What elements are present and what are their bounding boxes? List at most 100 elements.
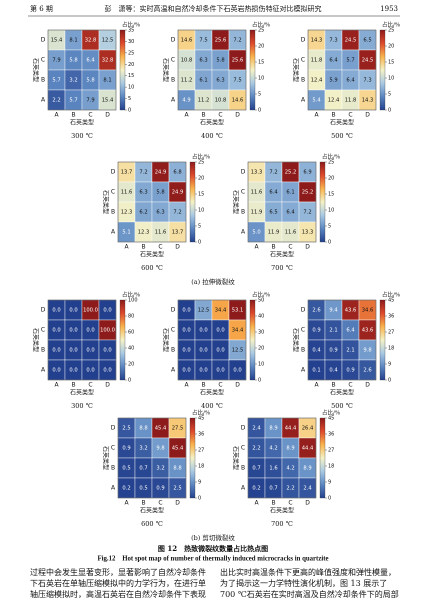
colorbar-tick-label: 0 [258,108,261,114]
y-tick-label: B [301,77,305,84]
temperature-label: 500 ℃ [331,132,353,140]
temperature-label: 600 ℃ [141,520,163,528]
cell-label: 25.2 [302,190,314,196]
colorbar-tick-label: 20 [128,362,134,368]
cell-label: 12.3 [138,230,150,236]
colorbar-tick-label: 5 [388,92,391,98]
x-tick-label: B [201,112,205,119]
temperature-label: 700 ℃ [271,264,293,272]
colorbar-tick-label: 25 [388,28,394,34]
colorbar-tick-label: 18 [198,464,204,470]
x-axis-label: 石英类型 [330,389,354,397]
cell-label: 6.8 [173,170,181,176]
y-tick-label: D [111,169,116,176]
cell-label: 5.7 [69,98,77,104]
y-tick-label: B [171,347,175,354]
colorbar-tick-label: 15 [258,60,264,66]
cell-label: 8.1 [103,78,111,84]
cell-label: 53.1 [232,308,244,314]
colorbar [379,29,386,111]
cell-label: 0.0 [216,368,224,374]
colorbar-tick-label: 9 [388,362,391,368]
x-tick-label: B [141,244,145,251]
cell-label: 0.0 [103,368,111,374]
heatmap-frame [307,29,377,111]
x-tick-label: C [88,112,92,119]
y-tick-label: D [171,307,176,314]
cell-label: 25.2 [285,170,297,176]
cell-label: 4.9 [182,98,190,104]
cell-label: 10.8 [215,98,227,104]
cell-label: 0.7 [252,466,260,472]
cell-label: 0.0 [199,328,207,334]
x-tick-label: D [105,382,110,389]
colorbar-label: 占比/% [252,291,270,299]
x-tick-label: C [88,382,92,389]
caption-cn: 图 12 热致微裂纹数量占比热点图 [158,544,268,553]
x-tick-label: A [184,382,189,389]
cell-label: 14.3 [311,38,323,44]
x-axis-label: 石英类型 [200,389,224,397]
cell-label: 0.0 [182,368,190,374]
colorbar-tick-label: 5 [128,96,131,102]
cell-label: 5.8 [69,58,77,64]
x-tick-label: A [184,112,189,119]
cell-label: 34.4 [232,328,244,334]
colorbar-tick-label: 20 [258,346,264,352]
colorbar-tick-label: 20 [328,176,334,182]
cell-label: 1.6 [269,466,277,472]
x-axis-label: 石英类型 [140,251,164,259]
colorbar [319,161,326,243]
cell-label: 13.3 [302,230,314,236]
cell-label: 32.8 [102,58,114,64]
colorbar-tick-label: 15 [128,73,134,79]
heatmap-frame [247,161,317,243]
colorbar [189,417,196,499]
cell-label: 0.0 [52,348,60,354]
y-axis-label: 石英类型 [292,328,300,352]
cell-label: 0.0 [86,348,94,354]
subfigure-label: (a) 拉伸微裂纹 [191,277,235,286]
cell-label: 0.0 [199,348,207,354]
cell-label: 11.9 [251,210,263,216]
x-tick-label: C [288,500,292,507]
colorbar-label: 占比/% [122,291,140,299]
cell-label: 6.1 [286,190,294,196]
cell-label: 14.6 [181,38,193,44]
colorbar-tick-label: 20 [388,44,394,50]
y-tick-label: B [241,209,245,216]
cell-label: 44.4 [302,446,314,452]
colorbar [119,29,126,111]
colorbar-tick-label: 0 [388,108,391,114]
y-axis-label: 石英类型 [292,58,300,82]
colorbar-tick-label: 35 [128,28,134,34]
cell-label: 2.4 [252,426,261,432]
cell-label: 0.0 [86,328,94,334]
cell-label: 34.6 [362,308,374,314]
x-tick-label: D [175,244,180,251]
x-tick-label: D [235,382,240,389]
y-tick-label: A [111,485,116,492]
colorbar-tick-label: 27 [328,448,334,454]
running-title: 彭 潇等：实时高温和自然冷却条件下石英岩热损伤特征对比模拟研究 [105,4,322,13]
cell-label: 0.0 [233,368,241,374]
cell-label: 0.0 [69,308,77,314]
cell-label: 44.4 [285,426,297,432]
colorbar [319,417,326,499]
cell-label: 43.6 [345,308,357,314]
x-tick-label: C [218,112,222,119]
body-line: 出比实时高温条件下更高的峰值强度和弹性模量， [220,567,396,577]
cell-label: 5.7 [346,58,354,64]
y-tick-label: C [111,445,115,452]
colorbar-tick-label: 10 [258,362,264,368]
colorbar-tick-label: 60 [128,330,134,336]
cell-label: 0.0 [52,308,60,314]
cell-label: 0.0 [182,328,190,334]
colorbar-tick-label: 25 [328,160,334,166]
colorbar-tick-label: 30 [128,39,134,45]
temperature-label: 400 ℃ [201,132,223,140]
cell-label: 26.4 [302,426,314,432]
colorbar-tick-label: 10 [198,208,204,214]
colorbar-tick-label: 80 [128,314,134,320]
